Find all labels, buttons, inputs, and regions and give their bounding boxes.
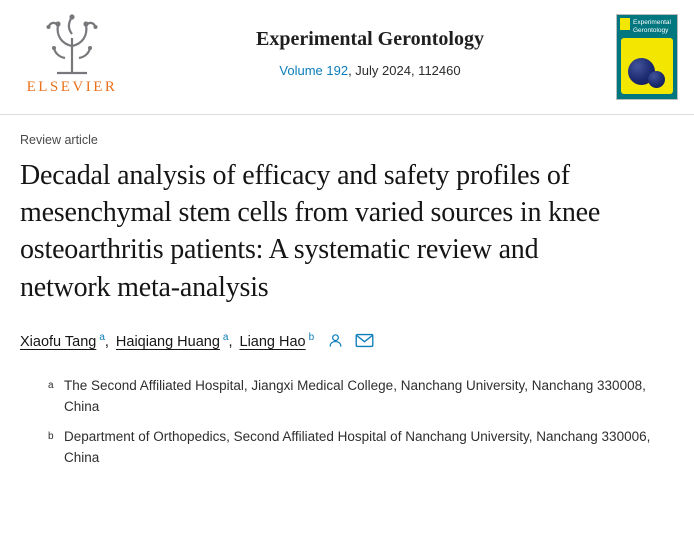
cover-planet-small: [648, 71, 665, 88]
affiliation-sup: b: [48, 430, 54, 442]
issue-info: , July 2024, 112460: [348, 63, 461, 78]
header-divider: [0, 114, 694, 115]
affiliation-text: Department of Orthopedics, Second Affili…: [64, 428, 651, 465]
affiliation-list: a The Second Affiliated Hospital, Jiangx…: [20, 376, 670, 469]
journal-title: Experimental Gerontology: [256, 28, 484, 50]
elsevier-logo[interactable]: ELSEVIER: [20, 12, 124, 96]
author-name-link[interactable]: Haiqiang Huang: [115, 333, 220, 350]
elsevier-logo-text: ELSEVIER: [26, 79, 118, 95]
author-name-link[interactable]: Xiaofu Tang: [20, 333, 97, 350]
affiliation-item: a The Second Affiliated Hospital, Jiangx…: [48, 376, 670, 418]
affiliation-text: The Second Affiliated Hospital, Jiangxi …: [64, 377, 646, 414]
elsevier-tree-icon: [46, 14, 98, 75]
author-search-icon[interactable]: [327, 332, 344, 349]
cover-logo-square: [620, 18, 630, 30]
author-affiliation-sup: b: [308, 331, 315, 343]
cover-title: Experimental Gerontology: [633, 19, 671, 35]
author-name-link[interactable]: Liang Hao: [239, 333, 306, 350]
journal-header: ELSEVIER Experimental Gerontology Volume…: [0, 0, 694, 106]
article-main: Review article Decadal analysis of effic…: [0, 115, 694, 468]
affiliation-sup: a: [48, 379, 54, 391]
affiliation-item: b Department of Orthopedics, Second Affi…: [48, 427, 670, 469]
author-actions: [327, 332, 374, 349]
email-envelope-icon[interactable]: [355, 333, 374, 348]
author-list: Xiaofu Tang a, Haiqiang Huang a, Liang Hao…: [20, 332, 670, 350]
journal-cover-thumbnail[interactable]: Experimental Gerontology: [616, 14, 678, 100]
cover-art: [621, 38, 673, 94]
article-type-label: Review article: [20, 133, 98, 147]
author-item: Xiaofu Tang a,: [20, 332, 116, 350]
author-affiliation-sup: a: [222, 331, 229, 343]
author-separator: ,: [228, 333, 233, 350]
author-item: Haiqiang Huang a,: [116, 332, 240, 350]
author-separator: ,: [104, 333, 109, 350]
article-title: Decadal analysis of efficacy and safety …: [20, 160, 601, 303]
author-item: Liang Hao b: [240, 332, 315, 350]
volume-link[interactable]: Volume 192: [279, 63, 349, 78]
author-affiliation-sup: a: [99, 331, 105, 343]
volume-line: Volume 192, July 2024, 112460: [124, 63, 616, 78]
journal-meta: Experimental Gerontology Volume 192, Jul…: [124, 12, 616, 78]
